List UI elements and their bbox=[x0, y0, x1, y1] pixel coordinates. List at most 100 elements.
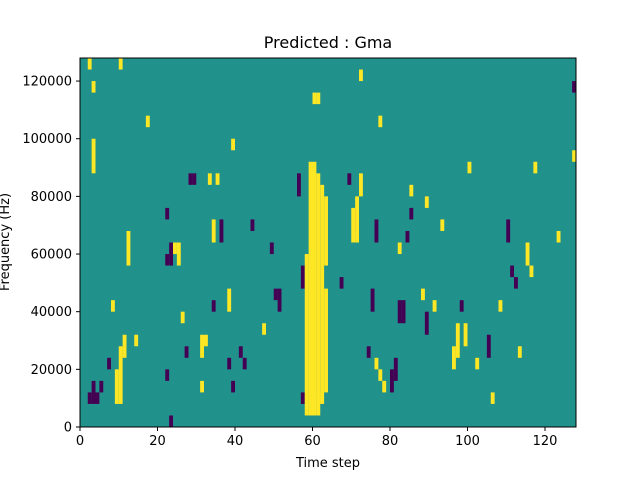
high-cell-2 bbox=[312, 161, 317, 416]
high-cell-47 bbox=[452, 346, 456, 370]
high-cell-23 bbox=[200, 380, 204, 393]
high-cell-16 bbox=[122, 334, 127, 358]
y-tick-label: 80000 bbox=[31, 190, 72, 205]
high-cell-43 bbox=[421, 288, 425, 301]
high-cell-24 bbox=[200, 334, 204, 358]
high-cell-56 bbox=[529, 265, 534, 278]
high-cell-58 bbox=[556, 230, 561, 243]
high-cell-42 bbox=[409, 184, 414, 197]
high-cell-7 bbox=[312, 92, 317, 105]
high-cell-4 bbox=[320, 184, 325, 404]
low-cell-27 bbox=[347, 173, 352, 185]
high-cell-53 bbox=[498, 300, 503, 312]
y-tick-label: 0 bbox=[64, 421, 72, 436]
y-axis-label: Frequency (Hz) bbox=[0, 193, 13, 291]
low-cell-29 bbox=[366, 346, 371, 358]
low-cell-17 bbox=[238, 346, 243, 358]
low-cell-8 bbox=[165, 254, 170, 266]
high-cell-35 bbox=[359, 69, 363, 82]
low-cell-1 bbox=[91, 380, 96, 404]
high-cell-46 bbox=[440, 219, 445, 231]
y-axis: 0 20000 40000 60000 80000 100000 120000 bbox=[22, 75, 80, 436]
x-tick-label: 0 bbox=[76, 434, 84, 449]
x-tick-label: 100 bbox=[455, 434, 480, 449]
high-cell-6 bbox=[324, 196, 328, 266]
low-cell-10 bbox=[184, 346, 189, 358]
low-cell-12 bbox=[192, 173, 197, 185]
x-axis: 0 20 40 60 80 100 120 bbox=[76, 427, 557, 449]
high-cell-11 bbox=[91, 138, 96, 174]
high-cell-52 bbox=[490, 392, 495, 404]
high-cell-57 bbox=[533, 161, 538, 174]
low-cell-16 bbox=[231, 380, 235, 393]
y-tick-label: 60000 bbox=[31, 248, 72, 263]
high-cell-45 bbox=[432, 300, 437, 312]
high-cell-3 bbox=[316, 173, 321, 416]
high-cell-44 bbox=[424, 196, 429, 208]
high-cell-29 bbox=[227, 288, 232, 312]
high-cell-31 bbox=[262, 323, 266, 335]
low-cell-4 bbox=[107, 357, 111, 370]
y-tick-label: 40000 bbox=[31, 305, 72, 320]
high-cell-25 bbox=[204, 334, 208, 347]
low-cell-6 bbox=[169, 415, 173, 427]
low-cell-13 bbox=[211, 300, 216, 312]
high-cell-8 bbox=[316, 92, 321, 105]
x-tick-label: 80 bbox=[382, 434, 399, 449]
plot-area bbox=[79, 57, 577, 428]
high-cell-38 bbox=[378, 115, 383, 128]
high-cell-40 bbox=[382, 380, 387, 393]
low-cell-26 bbox=[339, 277, 344, 289]
high-cell-12 bbox=[118, 58, 123, 70]
low-cell-14 bbox=[219, 219, 224, 243]
high-cell-27 bbox=[211, 219, 216, 243]
low-cell-30 bbox=[370, 288, 375, 312]
low-cell-35 bbox=[401, 300, 406, 324]
low-cell-42 bbox=[514, 277, 518, 289]
heatmap-cells bbox=[87, 58, 576, 427]
low-cell-40 bbox=[486, 334, 491, 358]
high-cell-39 bbox=[378, 369, 383, 381]
low-cell-43 bbox=[506, 219, 511, 243]
low-cell-36 bbox=[405, 230, 410, 243]
low-cell-2 bbox=[95, 392, 100, 404]
low-cell-20 bbox=[269, 242, 274, 255]
high-cell-33 bbox=[351, 207, 356, 243]
high-cell-30 bbox=[231, 138, 235, 151]
high-cell-50 bbox=[467, 161, 472, 174]
low-cell-24 bbox=[297, 173, 301, 197]
low-cell-19 bbox=[250, 219, 255, 231]
high-cell-13 bbox=[111, 300, 115, 312]
high-cell-34 bbox=[355, 196, 359, 243]
low-cell-25 bbox=[300, 265, 305, 289]
high-cell-22 bbox=[180, 311, 185, 324]
low-cell-23 bbox=[300, 392, 305, 404]
high-cell-36 bbox=[359, 173, 363, 197]
high-cell-28 bbox=[215, 173, 220, 185]
low-cell-32 bbox=[390, 369, 394, 393]
low-cell-31 bbox=[374, 219, 379, 243]
y-tick-label: 20000 bbox=[31, 363, 72, 378]
high-cell-32 bbox=[316, 392, 321, 404]
high-cell-1 bbox=[308, 161, 313, 416]
low-cell-37 bbox=[409, 207, 414, 220]
low-cell-45 bbox=[572, 81, 576, 93]
low-cell-5 bbox=[165, 369, 170, 381]
high-cell-26 bbox=[207, 173, 212, 185]
high-cell-14 bbox=[114, 369, 119, 404]
high-cell-17 bbox=[126, 230, 131, 266]
low-cell-11 bbox=[188, 173, 193, 185]
low-cell-22 bbox=[277, 288, 282, 312]
y-tick-label: 120000 bbox=[22, 75, 72, 90]
low-cell-33 bbox=[393, 357, 398, 381]
low-cell-39 bbox=[459, 300, 464, 312]
high-cell-19 bbox=[145, 115, 150, 128]
high-cell-51 bbox=[475, 357, 480, 370]
high-cell-10 bbox=[91, 81, 96, 93]
low-cell-15 bbox=[227, 357, 232, 370]
high-cell-48 bbox=[455, 323, 460, 358]
low-cell-18 bbox=[242, 357, 247, 370]
x-tick-label: 40 bbox=[227, 434, 244, 449]
high-cell-59 bbox=[572, 150, 576, 162]
